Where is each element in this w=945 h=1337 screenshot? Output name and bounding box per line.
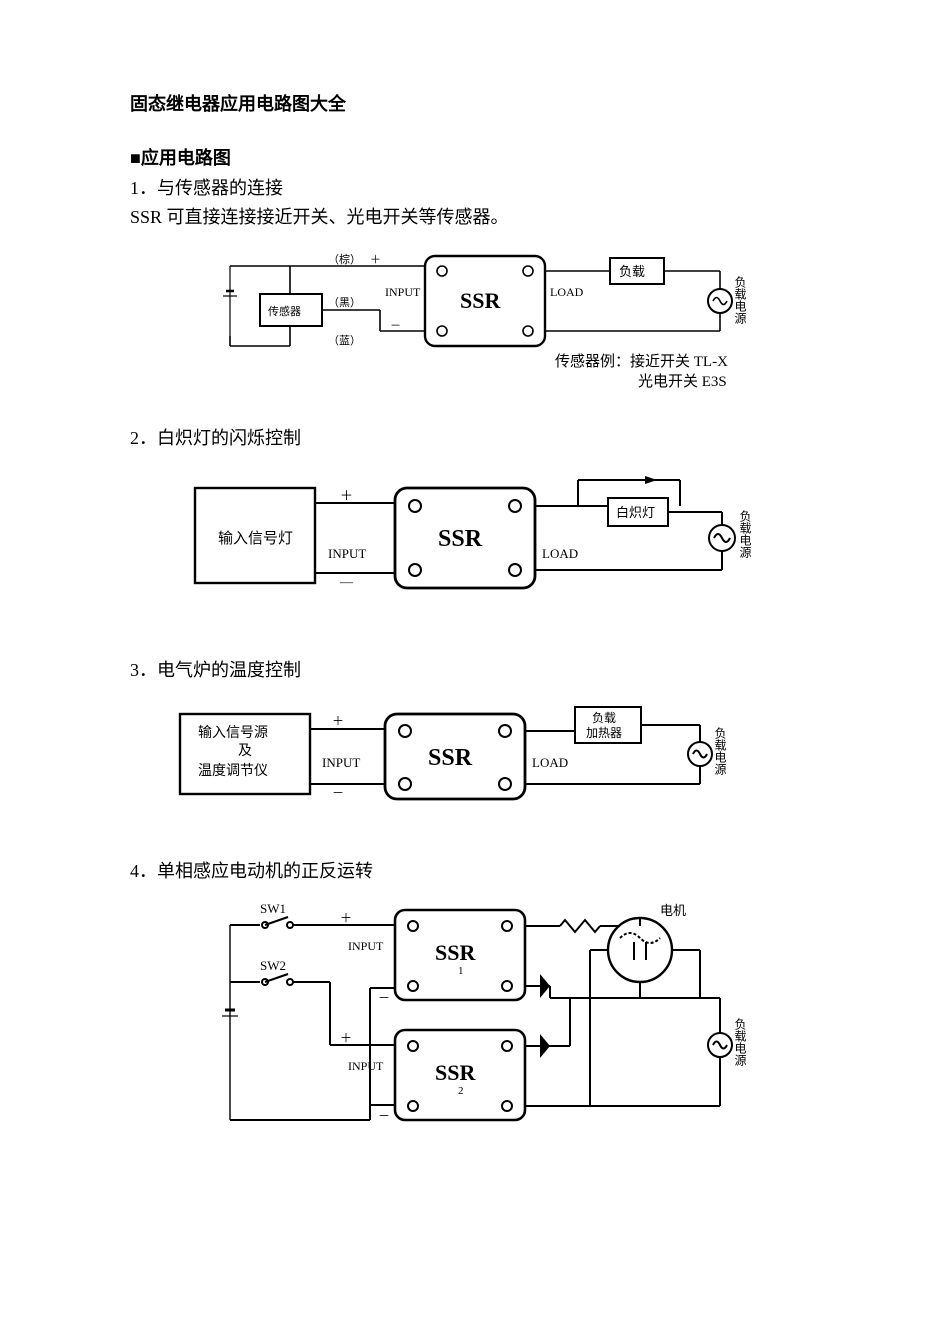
fig4-input2: INPUT [348, 1059, 384, 1073]
fig1-note1: 传感器例：接近开关 TL-X [555, 353, 728, 370]
fig1-blue: （蓝） [328, 334, 361, 347]
fig3-ssr-label: SSR [428, 745, 473, 771]
item-2-title: 白炽灯的闪烁控制 [157, 428, 301, 448]
fig4-minus2: － [378, 1109, 390, 1123]
item-1-title: 与传感器的连接 [157, 178, 283, 198]
fig3-src-l1: 输入信号源 [198, 725, 268, 741]
fig1-plus: ＋ [370, 254, 381, 266]
figure-4: SW1 SW2 ＋ ＋ － － INPUT INPUT SSR 1 SSR 2 … [210, 890, 770, 1150]
fig4-ssr2-sub: 2 [458, 1085, 464, 1097]
fig3-supply-v: 负载电源 [713, 726, 727, 775]
fig1-black: （黑） [328, 296, 361, 309]
fig1-sensor-label: 传感器 [268, 305, 301, 318]
figure-3: 输入信号源 及 温度调节仪 ＋ － INPUT SSR LOAD 负载 加热器 … [160, 689, 760, 829]
fig3-src-l2: 及 [238, 743, 252, 759]
section-header: ■应用电路图 [130, 144, 815, 170]
page-title: 固态继电器应用电路图大全 [130, 90, 815, 116]
fig2-minus: — [339, 574, 354, 589]
fig1-note2: 光电开关 E3S [638, 373, 727, 390]
fig4-ssr1-sub: 1 [458, 965, 464, 977]
fig4-input1: INPUT [348, 939, 384, 953]
fig4-minus1: － [378, 991, 390, 1005]
item-2-heading: 2．白炽灯的闪烁控制 [130, 426, 815, 451]
figure-2: 输入信号灯 ＋ — INPUT SSR LOAD 白炽灯 负载电源 [170, 458, 770, 628]
item-2-num: 2． [130, 428, 157, 448]
item-1-num: 1． [130, 178, 157, 198]
fig2-src-label: 输入信号灯 [218, 530, 293, 547]
item-4-title: 单相感应电动机的正反运转 [157, 861, 373, 881]
fig2-supply-v: 负载电源 [738, 509, 752, 558]
fig2-ssr-label: SSR [438, 526, 483, 552]
fig4-sw1: SW1 [260, 901, 286, 916]
fig1-brown: （棕） [328, 252, 361, 266]
fig3-load-l1: 负载 [592, 711, 616, 725]
fig3-minus: － [332, 786, 344, 800]
fig1-load-box: 负载 [619, 264, 645, 279]
fig3-plus: ＋ [332, 714, 344, 728]
item-3-num: 3． [130, 660, 157, 680]
fig4-plus2: ＋ [340, 1031, 352, 1045]
figure-1: 传感器 （棕） ＋ （黑） （蓝） － INPUT SSR LOAD 负载 负载… [220, 236, 770, 396]
item-4-heading: 4．单相感应电动机的正反运转 [130, 859, 815, 884]
fig4-ssr2-label: SSR [435, 1060, 476, 1085]
fig4-sw2: SW2 [260, 958, 286, 973]
item-1-heading: 1．与传感器的连接 [130, 176, 815, 201]
fig3-src-l3: 温度调节仪 [198, 763, 268, 779]
fig2-input: INPUT [328, 546, 366, 561]
fig4-ssr1-label: SSR [435, 940, 476, 965]
fig4-motor-label: 电机 [660, 903, 686, 918]
fig1-supply-v: 负载电源 [733, 276, 747, 325]
fig2-lamp: 白炽灯 [616, 505, 655, 520]
fig1-ssr-label: SSR [460, 288, 501, 313]
fig3-load-l2: 加热器 [586, 726, 622, 740]
fig4-plus1: ＋ [340, 911, 352, 925]
fig2-load: LOAD [542, 546, 578, 561]
fig2-plus: ＋ [340, 488, 353, 503]
fig1-minus: － [390, 320, 401, 332]
item-1-desc: SSR 可直接连接接近开关、光电开关等传感器。 [130, 205, 815, 230]
fig3-load: LOAD [532, 755, 568, 770]
item-4-num: 4． [130, 861, 157, 881]
fig3-input: INPUT [322, 755, 360, 770]
item-3-title: 电气炉的温度控制 [157, 660, 301, 680]
item-3-heading: 3．电气炉的温度控制 [130, 658, 815, 683]
fig4-supply-v: 负载电源 [733, 1017, 747, 1066]
fig1-load: LOAD [550, 285, 584, 299]
fig1-input: INPUT [385, 285, 421, 299]
